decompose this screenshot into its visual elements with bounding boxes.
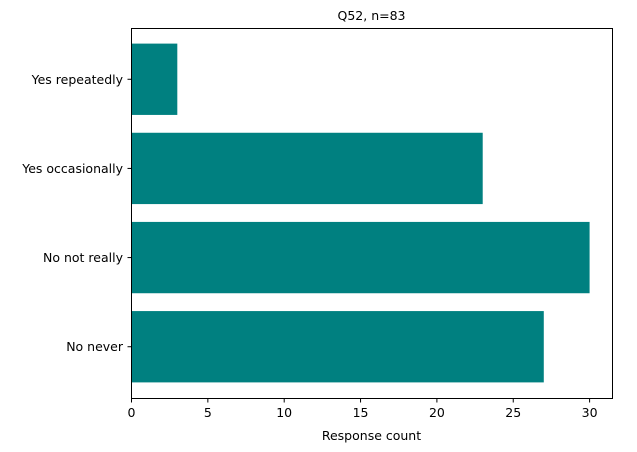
x-tick-label: 0 bbox=[128, 405, 136, 420]
x-tick-label: 20 bbox=[429, 405, 445, 420]
y-tick-label: No never bbox=[66, 339, 124, 354]
x-tick-label: 25 bbox=[505, 405, 521, 420]
y-axis-ticks: No never No not really Yes occasionally Yes… bbox=[21, 72, 132, 354]
x-tick-label: 5 bbox=[204, 405, 212, 420]
y-tick-label: Yes occasionally bbox=[21, 161, 123, 176]
plot-frame bbox=[131, 28, 613, 399]
y-tick-label: No not really bbox=[43, 250, 124, 265]
x-tick-label: 30 bbox=[582, 405, 598, 420]
x-tick-label: 15 bbox=[353, 405, 369, 420]
bar-yes-occasionally bbox=[131, 132, 483, 205]
x-tick-label: 10 bbox=[276, 405, 292, 420]
x-axis-label: Response count bbox=[322, 428, 421, 443]
bar-no-never bbox=[131, 311, 544, 383]
bars-layer bbox=[131, 43, 590, 383]
bar-no-not-really bbox=[131, 221, 590, 294]
bar-yes-repeatedly bbox=[131, 43, 178, 115]
y-tick-label: Yes repeatedly bbox=[31, 72, 124, 87]
chart-title: Q52, n=83 bbox=[338, 8, 406, 23]
x-axis-ticks: 0 5 10 15 20 25 30 bbox=[128, 398, 598, 420]
